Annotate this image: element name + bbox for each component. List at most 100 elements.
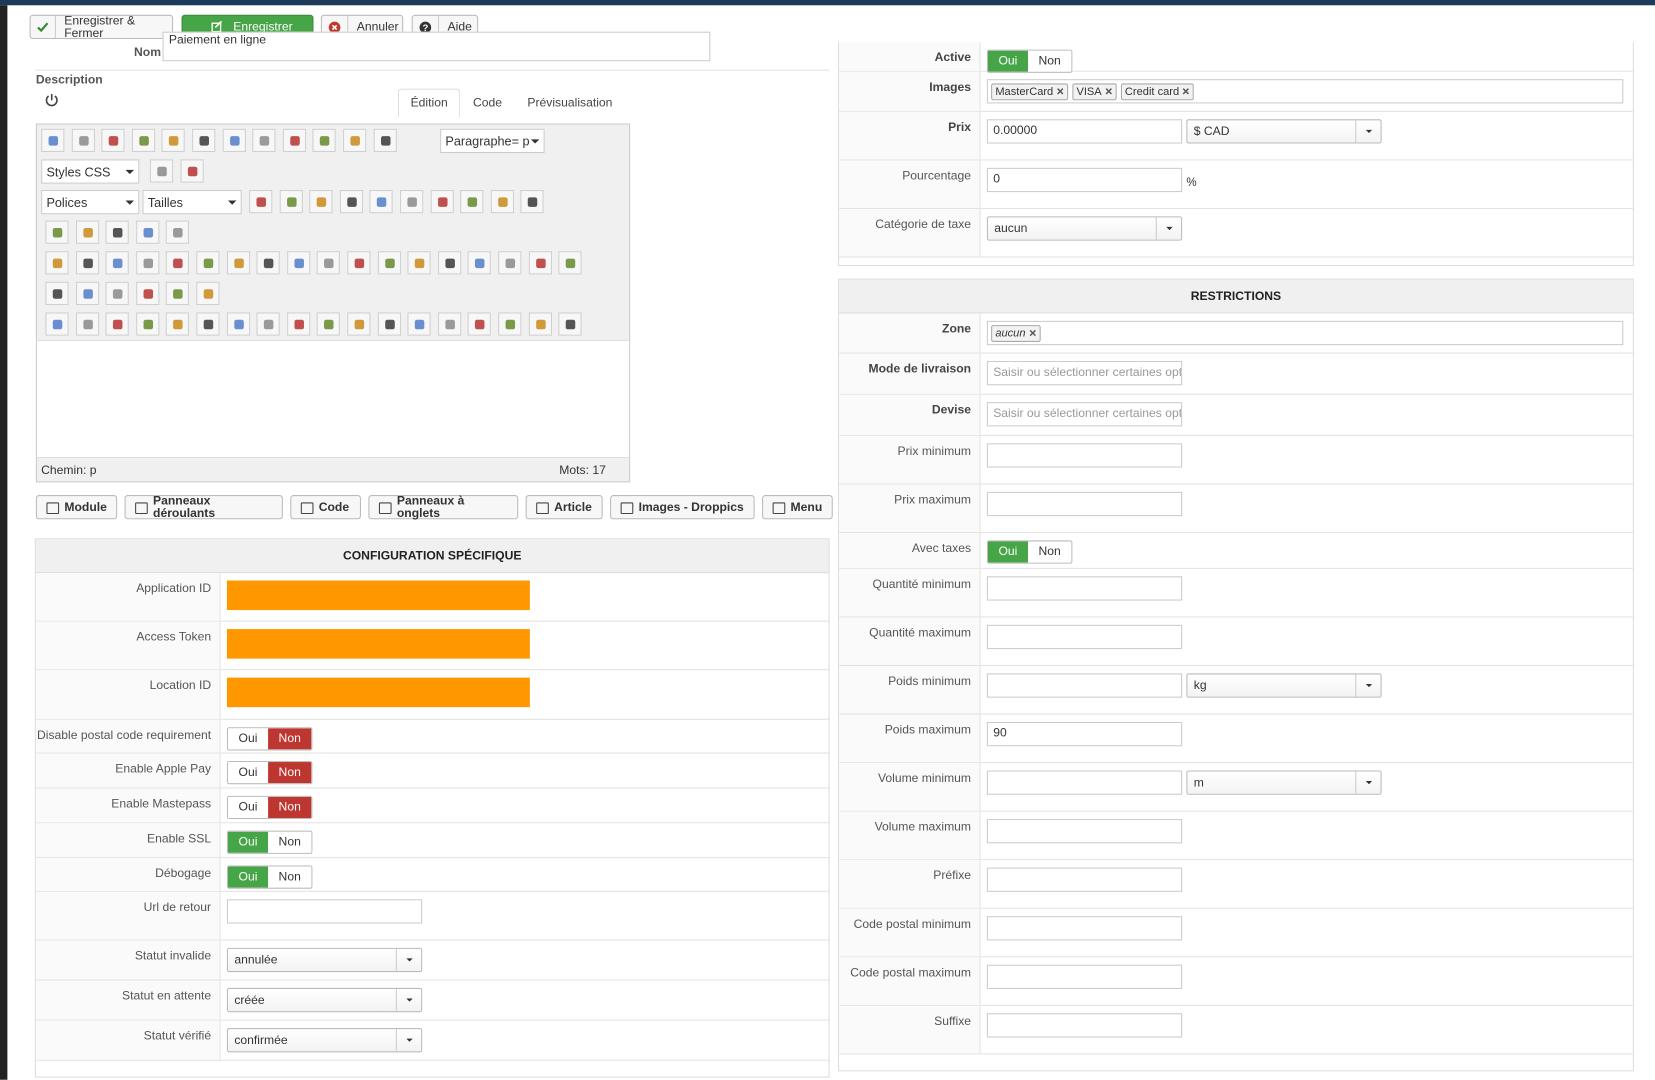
- toolbar-icon[interactable]: [400, 189, 424, 214]
- toolbar-icon[interactable]: [430, 189, 454, 214]
- toggle-option[interactable]: Non: [267, 728, 312, 750]
- text-input[interactable]: 0: [986, 167, 1183, 193]
- toolbar-icon[interactable]: [339, 189, 363, 214]
- toggle-option[interactable]: Non: [267, 866, 312, 888]
- toolbar-icon[interactable]: [490, 189, 514, 214]
- toolbar-icon[interactable]: [105, 220, 129, 244]
- toggle-option[interactable]: Oui: [227, 796, 268, 818]
- toolbar-icon[interactable]: [135, 281, 160, 306]
- toolbar-icon[interactable]: [226, 251, 250, 275]
- format-select[interactable]: Paragraphe= p: [440, 128, 545, 154]
- toggle-option[interactable]: Non: [267, 762, 312, 784]
- toolbar-icon[interactable]: [347, 251, 371, 275]
- toolbar-icon[interactable]: [192, 128, 216, 152]
- text-input[interactable]: [986, 443, 1183, 468]
- toggle-option[interactable]: Oui: [987, 541, 1028, 563]
- toolbar-icon[interactable]: [528, 312, 552, 336]
- toolbar-icon[interactable]: [249, 189, 273, 214]
- toolbar-icon[interactable]: [309, 189, 333, 214]
- save-close-button[interactable]: Enregistrer & Fermer: [29, 14, 174, 40]
- select[interactable]: annulée: [226, 947, 423, 973]
- toolbar-icon[interactable]: [75, 220, 99, 244]
- text-input[interactable]: [986, 867, 1183, 892]
- text-input[interactable]: 0.00000: [986, 119, 1183, 144]
- toolbar-icon[interactable]: [196, 251, 220, 275]
- toolbar-icon[interactable]: [105, 251, 129, 275]
- toolbar-icon[interactable]: [279, 189, 303, 214]
- toolbar-icon[interactable]: [222, 128, 246, 152]
- toolbar-icon[interactable]: [135, 220, 160, 244]
- toolbar-icon[interactable]: [105, 281, 129, 306]
- toolbar-icon[interactable]: [407, 312, 431, 336]
- toolbar-icon[interactable]: [252, 128, 276, 152]
- text-input[interactable]: [986, 1013, 1183, 1038]
- text-input[interactable]: [986, 673, 1183, 698]
- fonts-select[interactable]: Polices: [41, 189, 140, 215]
- toolbar-icon[interactable]: [369, 189, 394, 214]
- toolbar-icon[interactable]: [460, 189, 484, 214]
- remove-icon[interactable]: [1056, 88, 1064, 95]
- text-input[interactable]: [986, 819, 1183, 844]
- text-input[interactable]: [986, 916, 1183, 941]
- toggle-option[interactable]: Non: [267, 796, 312, 818]
- toolbar-icon[interactable]: [135, 251, 160, 275]
- toolbar-icon[interactable]: [437, 312, 462, 336]
- toolbar-icon[interactable]: [45, 312, 69, 336]
- toolbar-icon[interactable]: [166, 281, 190, 306]
- toolbar-icon[interactable]: [312, 128, 337, 152]
- toggle-option[interactable]: Oui: [227, 728, 268, 750]
- plugin-button[interactable]: Panneaux à onglets: [368, 494, 519, 520]
- toolbar-icon[interactable]: [286, 251, 311, 275]
- toolbar-icon[interactable]: [45, 281, 69, 306]
- editor-tab[interactable]: Prévisualisation: [527, 97, 613, 110]
- toggle-option[interactable]: Non: [267, 831, 312, 853]
- text-input[interactable]: [986, 964, 1183, 989]
- toggle-option[interactable]: Oui: [227, 866, 268, 888]
- toolbar-icon[interactable]: [437, 251, 462, 275]
- toolbar-icon[interactable]: [282, 128, 306, 152]
- toolbar-icon[interactable]: [161, 128, 186, 152]
- toolbar-icon[interactable]: [45, 251, 69, 275]
- toolbar-icon[interactable]: [166, 312, 190, 336]
- text-input[interactable]: 90: [986, 721, 1183, 747]
- toolbar-icon[interactable]: [75, 312, 99, 336]
- editor-tab[interactable]: Édition: [397, 88, 461, 118]
- toolbar-icon[interactable]: [467, 312, 492, 336]
- toolbar-icon[interactable]: [286, 312, 311, 336]
- toggle-option[interactable]: Oui: [227, 831, 268, 853]
- toolbar-icon[interactable]: [256, 312, 280, 336]
- editor-content[interactable]: [36, 339, 630, 459]
- select[interactable]: kg: [1186, 673, 1382, 698]
- plugin-button[interactable]: Module: [35, 495, 118, 520]
- toolbar-icon[interactable]: [343, 128, 367, 152]
- remove-icon[interactable]: [1029, 329, 1036, 337]
- toolbar-icon[interactable]: [131, 128, 155, 152]
- plugin-button[interactable]: Images - Droppics: [610, 495, 755, 520]
- toolbar-icon[interactable]: [101, 128, 125, 152]
- tag-input[interactable]: MasterCard VISA Credit card: [986, 79, 1624, 104]
- toolbar-icon[interactable]: [558, 251, 582, 275]
- toolbar-icon[interactable]: [196, 281, 220, 306]
- toolbar-icon[interactable]: [75, 251, 99, 275]
- editor-tab[interactable]: Code: [473, 97, 503, 110]
- toolbar-icon[interactable]: [347, 312, 371, 336]
- toolbar-icon[interactable]: [317, 251, 341, 275]
- plugin-button[interactable]: Article: [525, 495, 603, 520]
- toolbar-icon[interactable]: [317, 312, 341, 336]
- text-input[interactable]: [986, 770, 1183, 795]
- toolbar-icon[interactable]: [166, 220, 190, 244]
- toolbar-icon[interactable]: [467, 251, 492, 275]
- select[interactable]: aucun: [986, 216, 1183, 241]
- toggle-option[interactable]: Non: [1027, 541, 1072, 563]
- select[interactable]: m: [1186, 770, 1382, 795]
- toolbar-icon[interactable]: [498, 251, 522, 275]
- toggle-option[interactable]: Oui: [987, 50, 1028, 72]
- toolbar-icon[interactable]: [180, 159, 204, 183]
- toolbar-icon[interactable]: [528, 251, 552, 275]
- toolbar-icon[interactable]: [498, 312, 522, 336]
- select[interactable]: confirmée: [226, 1028, 423, 1053]
- text-input[interactable]: [226, 899, 423, 924]
- select[interactable]: créée: [226, 987, 423, 1013]
- remove-icon[interactable]: [1105, 88, 1112, 95]
- remove-icon[interactable]: [1182, 88, 1190, 95]
